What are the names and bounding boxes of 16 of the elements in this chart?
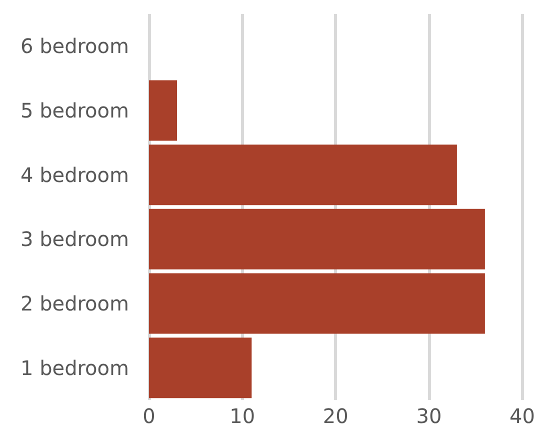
x-tick-label: 0	[142, 404, 156, 428]
x-tick-label: 40	[510, 404, 535, 428]
y-tick-label: 2 bedroom	[20, 292, 129, 316]
y-tick-label: 1 bedroom	[20, 356, 129, 380]
y-tick-label: 5 bedroom	[20, 98, 129, 122]
x-tick-label: 10	[230, 404, 256, 428]
bar	[149, 144, 457, 206]
bar	[149, 208, 485, 270]
y-tick-label: 6 bedroom	[20, 34, 129, 58]
bar	[149, 338, 252, 398]
y-tick-label: 4 bedroom	[20, 162, 129, 187]
x-tick-label: 20	[322, 404, 348, 428]
y-tick-label: 3 bedroom	[20, 227, 129, 252]
x-tick-label: 30	[416, 404, 442, 428]
bar	[149, 273, 485, 334]
bar	[149, 80, 177, 141]
